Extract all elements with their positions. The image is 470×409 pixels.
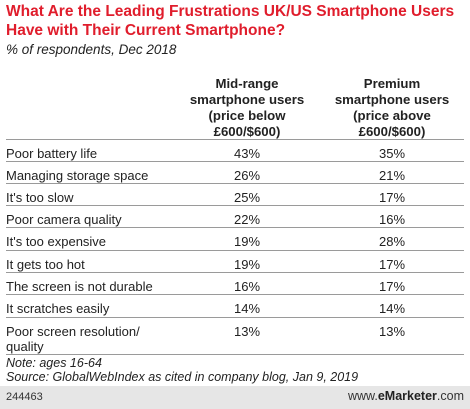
row-label: The screen is not durable xyxy=(6,279,181,294)
value-mid-range: 25% xyxy=(233,190,261,205)
footer-bar xyxy=(0,386,470,409)
chart-id: 244463 xyxy=(6,391,43,403)
row-divider xyxy=(6,227,464,228)
row-label: It's too slow xyxy=(6,190,181,205)
value-mid-range: 16% xyxy=(233,279,261,294)
value-premium: 17% xyxy=(378,257,406,272)
row-divider xyxy=(6,161,464,162)
row-divider xyxy=(6,250,464,251)
column-header-premium: Premium smartphone users (price above £6… xyxy=(317,76,467,140)
row-label-line: Poor screen resolution/ xyxy=(6,324,140,339)
value-premium: 17% xyxy=(378,279,406,294)
value-mid-range: 22% xyxy=(233,212,261,227)
site-brand: eMarketer xyxy=(377,389,437,403)
site-suffix: .com xyxy=(436,389,464,403)
value-premium: 17% xyxy=(378,190,406,205)
row-label: It scratches easily xyxy=(6,301,181,316)
chart-source: Source: GlobalWebIndex as cited in compa… xyxy=(6,370,359,384)
row-divider xyxy=(6,317,464,318)
row-label: Managing storage space xyxy=(6,168,181,183)
site-prefix: www. xyxy=(347,389,378,403)
row-label-line: Poor camera quality xyxy=(6,212,122,227)
row-divider xyxy=(6,272,464,273)
value-premium: 35% xyxy=(378,146,406,161)
row-divider xyxy=(6,294,464,295)
row-label-line: It's too slow xyxy=(6,190,74,205)
chart-note: Note: ages 16-64 xyxy=(6,356,102,370)
row-label-line: It's too expensive xyxy=(6,234,107,249)
row-divider xyxy=(6,183,464,184)
column-header-mid-range: Mid-range smartphone users (price below … xyxy=(172,76,322,140)
chart-subtitle: % of respondents, Dec 2018 xyxy=(6,42,177,57)
column-header-line: (price above xyxy=(353,108,431,123)
column-header-line: Premium xyxy=(363,76,421,91)
column-header-line: smartphone users xyxy=(334,92,450,107)
row-divider xyxy=(6,139,464,140)
row-label: Poor screen resolution/quality xyxy=(6,324,181,354)
row-label-line: It gets too hot xyxy=(6,257,85,272)
value-mid-range: 19% xyxy=(233,257,261,272)
site-credit: www.eMarketer.com xyxy=(348,389,464,403)
value-premium: 13% xyxy=(378,324,406,339)
value-premium: 14% xyxy=(378,301,406,316)
value-mid-range: 43% xyxy=(233,146,261,161)
column-header-line: £600/$600) xyxy=(358,124,426,139)
row-label-line: The screen is not durable xyxy=(6,279,153,294)
column-header-line: £600/$600) xyxy=(213,124,281,139)
column-header-line: Mid-range xyxy=(215,76,279,91)
row-divider xyxy=(6,205,464,206)
column-header-line: smartphone users xyxy=(189,92,305,107)
value-premium: 16% xyxy=(378,212,406,227)
row-label: It gets too hot xyxy=(6,257,181,272)
value-mid-range: 14% xyxy=(233,301,261,316)
row-label-line: Managing storage space xyxy=(6,168,149,183)
value-mid-range: 26% xyxy=(233,168,261,183)
row-label-line: Poor battery life xyxy=(6,146,98,161)
row-label: Poor camera quality xyxy=(6,212,181,227)
row-divider xyxy=(6,354,464,355)
row-label-line: It scratches easily xyxy=(6,301,110,316)
value-premium: 21% xyxy=(378,168,406,183)
row-label: It's too expensive xyxy=(6,234,181,249)
value-mid-range: 13% xyxy=(233,324,261,339)
row-label-line: quality xyxy=(6,339,44,354)
row-label: Poor battery life xyxy=(6,146,181,161)
value-mid-range: 19% xyxy=(233,234,261,249)
chart-title: What Are the Leading Frustrations UK/US … xyxy=(6,3,455,39)
column-header-line: (price below xyxy=(208,108,286,123)
value-premium: 28% xyxy=(378,234,406,249)
